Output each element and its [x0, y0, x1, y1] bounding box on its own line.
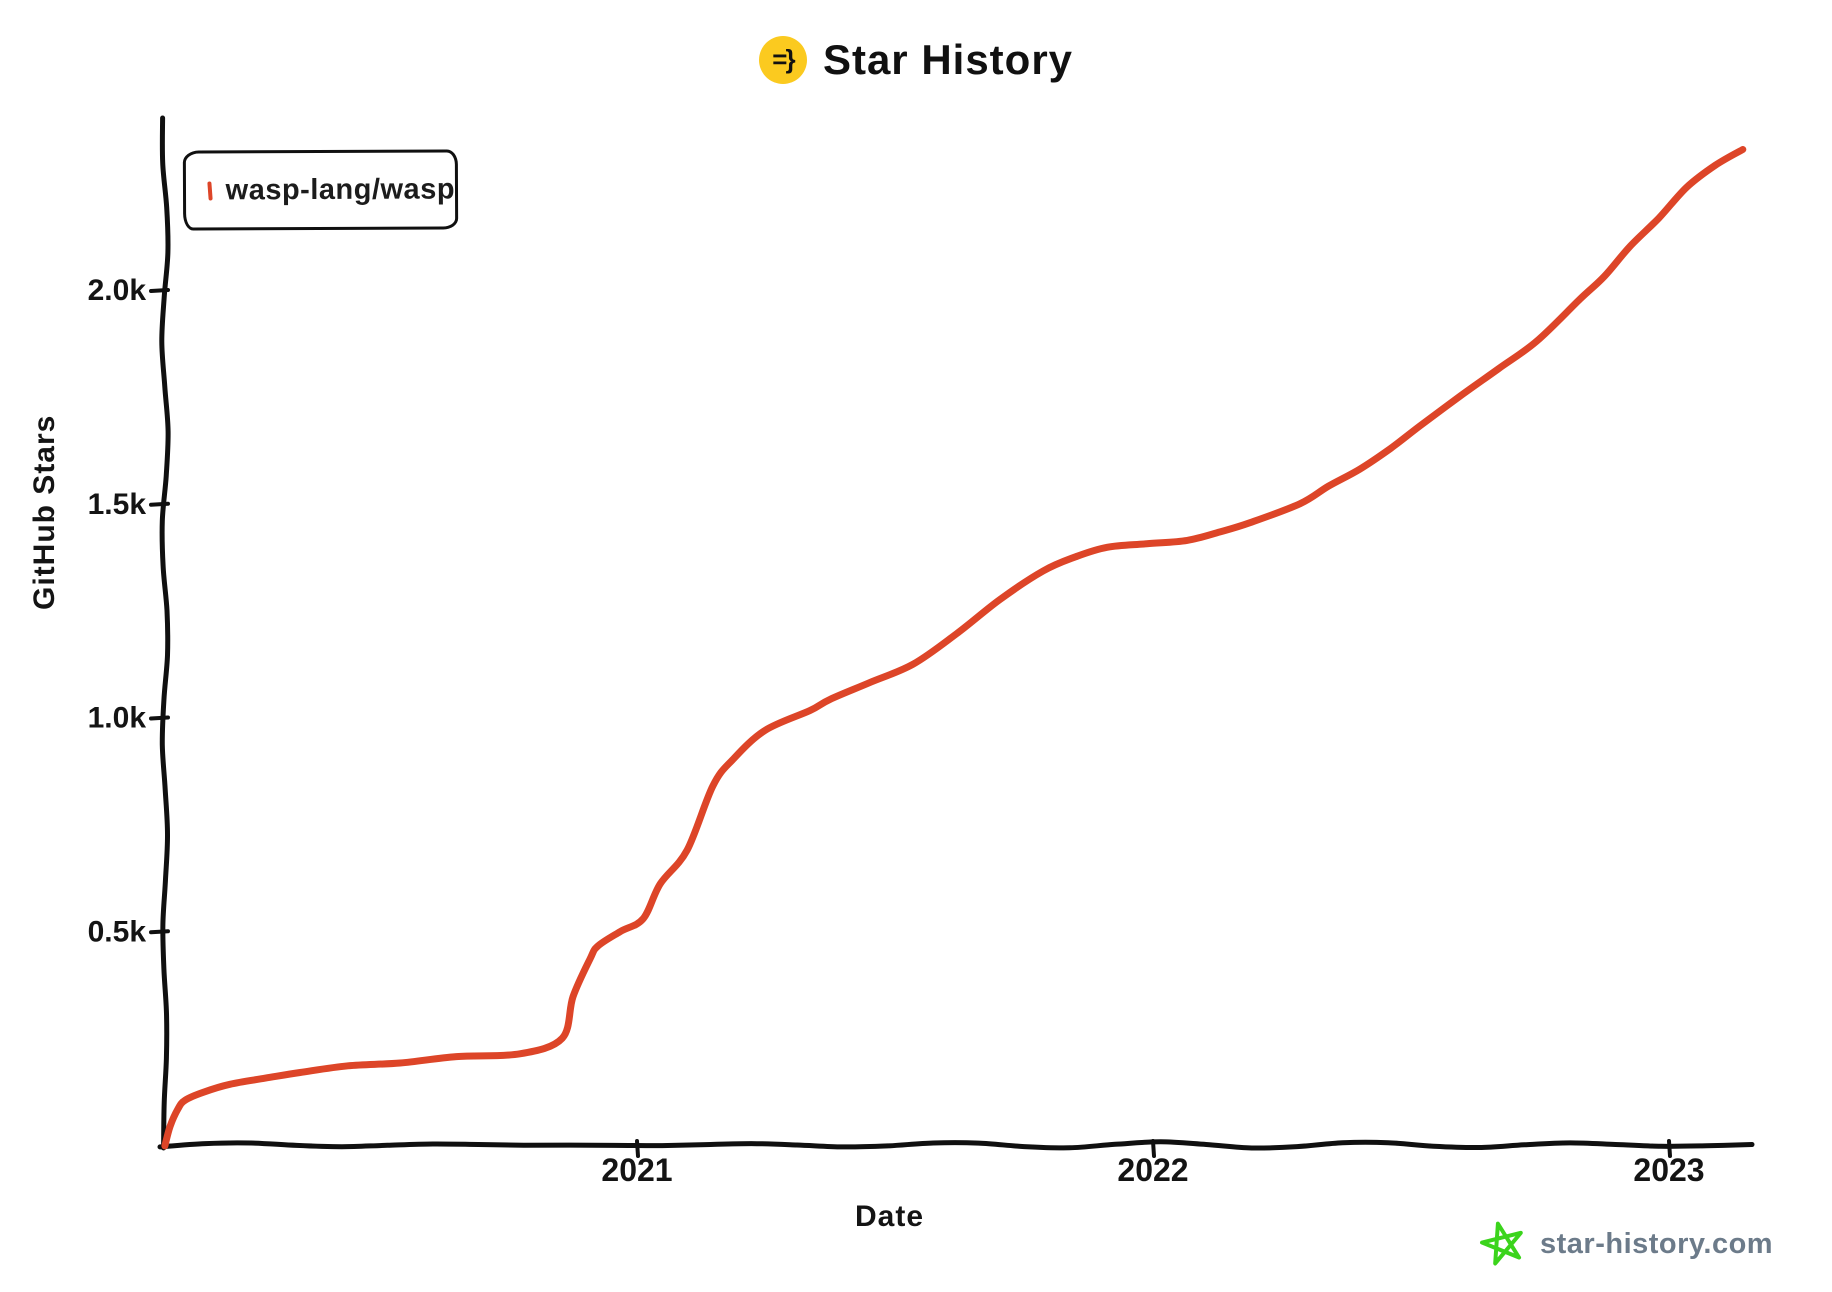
series-line	[161, 146, 1747, 1150]
legend: wasp-lang/wasp	[182, 149, 459, 231]
y-tick	[149, 288, 170, 293]
y-tick-label: 2.0k	[88, 274, 147, 307]
y-tick-label: 1.0k	[88, 702, 147, 735]
y-axis-line	[159, 115, 171, 1151]
series-marker-icon	[207, 180, 213, 201]
x-axis-title: Date	[855, 1200, 925, 1233]
x-tick	[1667, 1139, 1672, 1158]
y-tick-label: 0.5k	[88, 915, 147, 948]
x-tick	[635, 1139, 640, 1158]
x-tick-label: 2023	[1633, 1152, 1704, 1188]
legend-repo-label: wasp-lang/wasp	[225, 172, 456, 206]
x-axis-line	[157, 1139, 1755, 1151]
watermark-link[interactable]: star-history.com	[1540, 1227, 1774, 1260]
y-axis-title: GitHub Stars	[28, 414, 61, 610]
x-tick	[1151, 1139, 1156, 1158]
y-tick-label: 1.5k	[88, 488, 147, 521]
y-tick	[149, 715, 170, 721]
watermark: star-history.com	[1478, 1218, 1773, 1270]
y-tick	[149, 929, 170, 935]
x-tick-label: 2022	[1117, 1152, 1188, 1188]
green-star-icon	[1480, 1221, 1523, 1266]
x-tick-label: 2021	[601, 1152, 672, 1188]
y-tick	[149, 501, 170, 507]
